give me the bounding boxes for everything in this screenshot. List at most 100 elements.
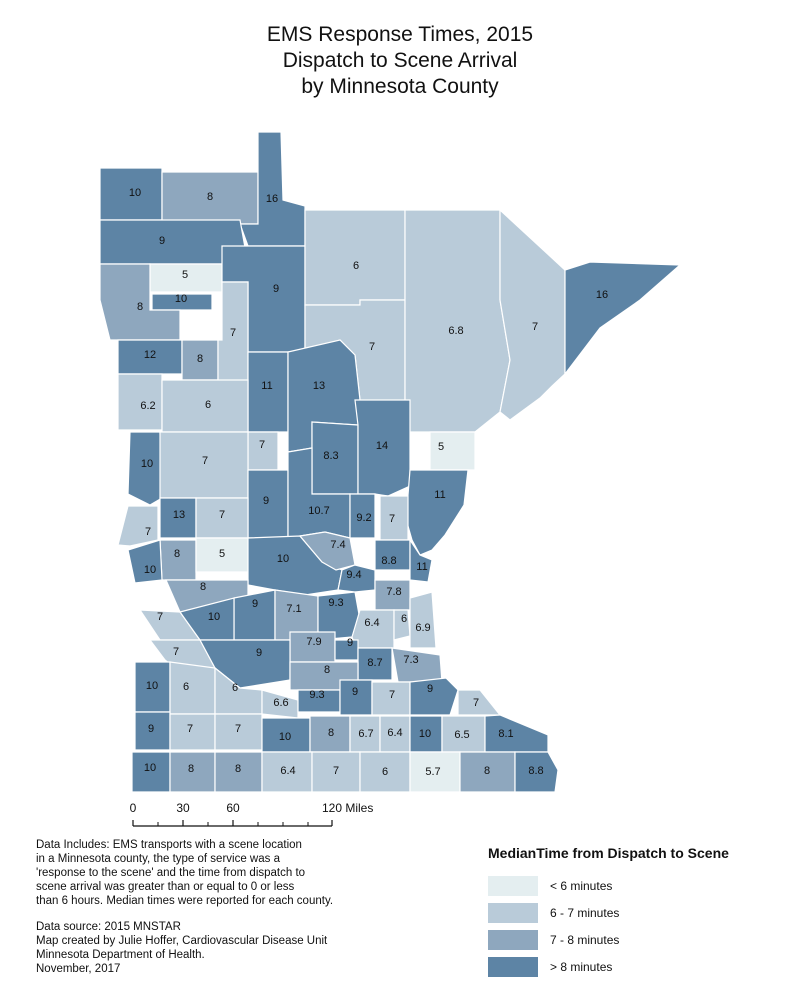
county-value-label: 9.2: [356, 512, 371, 524]
county-value-label: 13: [313, 380, 325, 392]
county-value-label: 8: [200, 581, 206, 593]
county-value-label: 7: [333, 765, 339, 777]
county-value-label: 9: [252, 598, 258, 610]
county-value-label: 10: [208, 611, 220, 623]
county-value-label: 6: [401, 613, 407, 625]
county-value-label: 8: [207, 191, 213, 203]
note-line: in a Minnesota county, the type of servi…: [36, 853, 280, 865]
scale-tick-120: 120 Miles: [322, 801, 373, 815]
title-line-1: EMS Response Times, 2015: [266, 23, 534, 46]
county-value-label: 5: [182, 269, 188, 281]
county-region: [169, 661, 216, 715]
legend-swatch-lt6: [488, 876, 538, 896]
county-value-label: 7: [157, 611, 163, 623]
county-value-label: 7: [259, 439, 265, 451]
county-value-label: 8: [137, 301, 143, 313]
county-value-label: 7: [145, 526, 151, 538]
source-line: Minnesota Department of Health.: [36, 949, 205, 961]
legend-swatch-7to8: [488, 930, 538, 950]
map-legend: MedianTime from Dispatch to Scene < 6 mi…: [488, 845, 778, 981]
scale-tick-30: 30: [176, 801, 190, 815]
county-value-label: 9.3: [309, 689, 324, 701]
county-value-label: 5.7: [425, 766, 440, 778]
county-region: [304, 209, 406, 306]
county-value-label: 16: [266, 193, 278, 205]
county-value-label: 7.3: [403, 654, 418, 666]
county-value-label: 10: [129, 187, 141, 199]
data-notes: Data Includes: EMS transports with a sce…: [36, 838, 416, 988]
county-value-label: 7.9: [306, 636, 321, 648]
legend-label: < 6 minutes: [550, 879, 613, 893]
legend-label: 7 - 8 minutes: [550, 933, 620, 947]
legend-item: > 8 minutes: [488, 954, 778, 980]
map-title: EMS Response Times, 2015 Dispatch to Sce…: [0, 22, 800, 100]
county-value-label: 7: [202, 455, 208, 467]
county-value-label: 7: [532, 321, 538, 333]
county-region: [127, 431, 163, 506]
county-value-label: 7: [219, 509, 225, 521]
county-value-label: 7: [389, 689, 395, 701]
county-value-label: 7: [473, 697, 479, 709]
county-value-label: 6.6: [273, 697, 288, 709]
county-region: [99, 263, 181, 341]
county-value-label: 16: [596, 289, 608, 301]
county-region: [429, 431, 476, 471]
county-value-label: 6: [232, 682, 238, 694]
legend-title: MedianTime from Dispatch to Scene: [488, 845, 729, 861]
county-region: [127, 539, 163, 584]
county-value-label: 7: [235, 723, 241, 735]
county-value-label: 11: [434, 489, 445, 501]
note-line: than 6 hours. Median times were reported…: [36, 895, 334, 907]
county-value-label: 7: [369, 341, 375, 353]
county-region: [564, 261, 682, 376]
county-value-label: 7.8: [386, 586, 401, 598]
county-value-label: 9.3: [328, 597, 343, 609]
county-value-label: 6.4: [387, 727, 402, 739]
legend-swatch-gt8: [488, 957, 538, 977]
county-region: [409, 677, 459, 716]
legend-label: > 8 minutes: [550, 960, 613, 974]
title-line-3: by Minnesota County: [301, 75, 499, 98]
county-value-label: 9: [427, 683, 433, 695]
source-line: Data source: 2015 MNSTAR: [36, 921, 181, 933]
county-region: [159, 539, 197, 581]
county-value-label: 6: [382, 766, 388, 778]
scale-tick-0: 0: [130, 801, 137, 815]
county-value-label: 14: [376, 440, 388, 452]
county-value-label: 7: [230, 327, 236, 339]
county-value-label: 8.8: [528, 765, 543, 777]
county-value-label: 8.7: [367, 657, 382, 669]
county-value-label: 8: [188, 763, 194, 775]
county-value-label: 7: [173, 646, 179, 658]
county-value-label: 10: [144, 564, 156, 576]
county-region: [403, 469, 469, 556]
county-value-label: 8.8: [381, 555, 396, 567]
county-value-label: 6: [353, 260, 359, 272]
county-value-label: 11: [416, 561, 427, 573]
county-value-label: 10: [277, 553, 289, 565]
county-value-label: 10: [419, 728, 431, 740]
county-value-label: 10: [146, 680, 158, 692]
county-region: [514, 751, 559, 793]
county-value-label: 6: [183, 681, 189, 693]
county-value-label: 9: [256, 647, 262, 659]
county-value-label: 9: [273, 283, 279, 295]
note-line: 'response to the scene' and the time fro…: [36, 867, 306, 879]
county-value-label: 13: [173, 509, 185, 521]
county-value-label: 8: [174, 548, 180, 560]
county-value-label: 10: [144, 762, 156, 774]
county-region: [117, 505, 159, 547]
county-value-label: 6.8: [448, 325, 463, 337]
county-region: [349, 493, 376, 539]
county-value-label: 6.4: [364, 617, 379, 629]
county-value-label: 6.5: [454, 729, 469, 741]
county-region: [151, 293, 213, 311]
data-includes-note: Data Includes: EMS transports with a sce…: [36, 838, 416, 908]
legend-item: 6 - 7 minutes: [488, 900, 778, 926]
county-value-label: 9.4: [346, 569, 361, 581]
note-line: Data Includes: EMS transports with a sce…: [36, 839, 302, 851]
county-region: [484, 714, 549, 753]
data-source-note: Data source: 2015 MNSTAR Map created by …: [36, 920, 416, 976]
county-value-label: 9: [352, 686, 358, 698]
